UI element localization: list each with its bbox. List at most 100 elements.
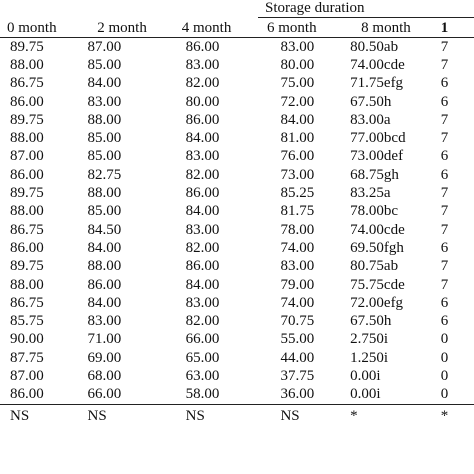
- table-cell: 68.00: [87, 367, 122, 384]
- significance-cell: NS: [10, 407, 30, 424]
- table-cell: 85.00: [87, 56, 122, 73]
- table-cell: 84.00: [185, 276, 220, 293]
- column-header-8-month: 8 month: [335, 19, 437, 38]
- table-cell: 69.50fgh: [350, 239, 404, 256]
- significance-cell: NS: [185, 407, 205, 424]
- column-header-truncated: 1: [436, 19, 474, 38]
- table-cell: 85.00: [87, 148, 122, 165]
- table-cell: 84.50: [87, 221, 122, 238]
- table-row: 86.75 84.00 83.00 74.00 72.00efg 6: [0, 294, 474, 312]
- table-row: 86.00 83.00 80.00 72.00 67.50h 6: [0, 93, 474, 111]
- table-row: 87.75 69.00 65.00 44.00 1.250i 0: [0, 349, 474, 367]
- table-cell: 78.00bc: [350, 203, 399, 220]
- table-cell: 87.00: [10, 367, 44, 384]
- table-cell: 55.00: [280, 331, 315, 348]
- table-cell: 80.00: [185, 93, 220, 110]
- table-row: 85.75 83.00 82.00 70.75 67.50h 6: [0, 312, 474, 330]
- table-cell: 82.75: [87, 166, 122, 183]
- table-cell: 67.50h: [350, 93, 392, 110]
- table-cell: 6: [440, 148, 449, 165]
- table-cell: 83.00: [185, 221, 220, 238]
- table-cell: 36.00: [248, 385, 336, 405]
- table-cell: 85.00: [87, 130, 122, 147]
- table-cell: 7: [440, 130, 449, 147]
- significance-cell: *: [350, 407, 358, 424]
- table-row: 88.00 85.00 84.00 81.00 77.00bcd 7: [0, 129, 474, 147]
- table-cell: 6: [440, 93, 449, 110]
- table-cell: 86.75: [10, 75, 44, 92]
- table-cell: 88.00: [87, 185, 122, 202]
- table-cell: 2.750i: [350, 331, 389, 348]
- table-cell: 37.75: [280, 367, 315, 384]
- table-cell: 7: [440, 185, 449, 202]
- table-cell: 7: [440, 221, 449, 238]
- table-cell: 83.00: [185, 56, 220, 73]
- table-cell: 83.00a: [350, 111, 391, 128]
- table-cell: 7: [440, 56, 449, 73]
- table-cell: 84.00: [87, 75, 122, 92]
- table-cell: 85.25: [280, 185, 315, 202]
- table-cell: 83.00: [280, 258, 315, 275]
- table-cell: 6: [440, 75, 449, 92]
- significance-cell: *: [440, 407, 449, 424]
- column-header-6-month: 6 month: [248, 19, 336, 38]
- table-cell: 63.00: [185, 367, 220, 384]
- table-cell: 72.00: [280, 93, 315, 110]
- table-cell: 1.250i: [350, 349, 389, 366]
- significance-row: NS NS NS NS * *: [0, 404, 474, 425]
- table-row: 87.00 85.00 83.00 76.00 73.00def 6: [0, 148, 474, 166]
- table-cell: 80.75ab: [350, 258, 399, 275]
- table-cell: 72.00efg: [350, 294, 404, 311]
- table-row: 86.75 84.00 82.00 75.00 71.75efg 6: [0, 75, 474, 93]
- table-cell: 89.75: [10, 258, 44, 275]
- table-cell: 84.00: [87, 294, 122, 311]
- table-row: 86.00 84.00 82.00 74.00 69.50fgh 6: [0, 239, 474, 257]
- table-cell: 86.00: [87, 276, 122, 293]
- table-cell: 66.00: [79, 385, 165, 405]
- table-row: 88.00 85.00 83.00 80.00 74.00cde 7: [0, 56, 474, 74]
- table-cell: 68.75gh: [350, 166, 399, 183]
- table-cell: 89.75: [10, 185, 44, 202]
- table-cell: 80.50ab: [350, 38, 399, 55]
- table-cell: 86.00: [0, 385, 80, 405]
- table-cell: 79.00: [280, 276, 315, 293]
- table-cell: 6: [440, 294, 449, 311]
- table-cell: 71.75efg: [350, 75, 404, 92]
- table-cell: 87.00: [87, 38, 122, 55]
- table-row: 88.00 85.00 84.00 81.75 78.00bc 7: [0, 203, 474, 221]
- table-cell: 7: [440, 38, 449, 55]
- table-cell: 84.00: [185, 130, 220, 147]
- table-cell: 88.00: [10, 276, 44, 293]
- table-cell: 83.25a: [350, 185, 391, 202]
- table-cell: 83.00: [185, 148, 220, 165]
- table-cell: 83.00: [185, 294, 220, 311]
- significance-cell: NS: [87, 407, 107, 424]
- table-cell: 82.00: [185, 313, 220, 330]
- table-cell: 88.00: [87, 111, 122, 128]
- table-cell: 88.00: [10, 203, 44, 220]
- table-cell: 86.00: [185, 185, 220, 202]
- table-row: 89.75 88.00 86.00 85.25 83.25a 7: [0, 184, 474, 202]
- column-header-2-month: 2 month: [79, 19, 165, 38]
- table-cell: 0: [436, 385, 474, 405]
- table-cell: 89.75: [10, 111, 44, 128]
- table-cell: 87.00: [10, 148, 44, 165]
- table-row: 86.00 82.75 82.00 73.00 68.75gh 6: [0, 166, 474, 184]
- table-cell: 86.00: [10, 93, 44, 110]
- table-cell: 73.00: [280, 166, 315, 183]
- table-cell: 77.00bcd: [350, 130, 406, 147]
- table-cell: 78.00: [280, 221, 315, 238]
- table-row: 86.75 84.50 83.00 78.00 74.00cde 7: [0, 221, 474, 239]
- table-row: 87.00 68.00 63.00 37.75 0.00i 0: [0, 367, 474, 385]
- column-header-4-month: 4 month: [164, 19, 249, 38]
- table-cell: 82.00: [185, 239, 220, 256]
- table-cell: 73.00def: [350, 148, 404, 165]
- table-cell: 7: [440, 276, 449, 293]
- column-header-0-month: 0 month: [0, 19, 80, 38]
- table-cell: 74.00: [280, 294, 315, 311]
- table-cell: 58.00: [164, 385, 249, 405]
- table-row: 89.75 88.00 86.00 83.00 80.75ab 7: [0, 258, 474, 276]
- table-cell: 88.00: [87, 258, 122, 275]
- table-cell: 85.75: [10, 313, 44, 330]
- table-cell: 80.00: [280, 56, 315, 73]
